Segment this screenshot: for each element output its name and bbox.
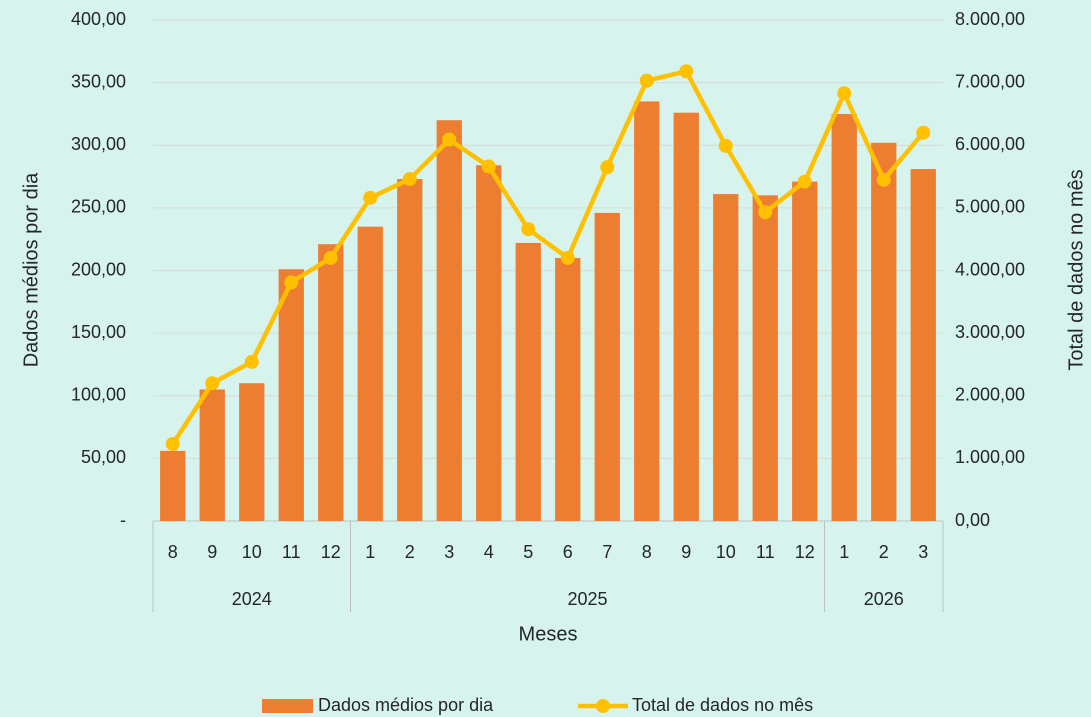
y-tick-label: 350,00 — [71, 71, 126, 91]
bar — [792, 181, 818, 521]
line-marker — [560, 250, 575, 265]
y2-tick-label: 2.000,00 — [955, 385, 1025, 405]
bar — [239, 383, 265, 521]
bar — [318, 244, 344, 521]
line-marker — [205, 376, 220, 391]
x-tick-label: 8 — [642, 542, 652, 562]
bar — [515, 242, 541, 521]
y-tick-label: - — [120, 510, 126, 530]
y2-tick-label: 5.000,00 — [955, 197, 1025, 217]
line-marker — [165, 436, 180, 451]
y-tick-label: 300,00 — [71, 134, 126, 154]
y2-tick-label: 0,00 — [955, 510, 990, 530]
line-marker — [837, 86, 852, 101]
x-axis-title: Meses — [519, 623, 578, 645]
x-tick-label: 3 — [444, 542, 454, 562]
legend-swatch — [262, 699, 313, 713]
legend-label: Total de dados no mês — [632, 695, 813, 715]
bar — [476, 165, 502, 522]
line-marker — [600, 160, 615, 175]
bar — [357, 226, 383, 521]
bar — [752, 195, 778, 521]
x-tick-label: 4 — [484, 542, 494, 562]
group-label: 2025 — [567, 589, 607, 609]
y-tick-label: 250,00 — [71, 197, 126, 217]
bar — [634, 101, 660, 521]
line-marker — [876, 172, 891, 187]
x-tick-label: 10 — [716, 542, 736, 562]
bar — [397, 179, 423, 521]
line-marker — [797, 174, 812, 189]
y-tick-label: 200,00 — [71, 259, 126, 279]
x-tick-label: 1 — [365, 542, 375, 562]
bar — [278, 269, 304, 521]
line-marker — [679, 64, 694, 79]
line-marker — [442, 132, 457, 147]
y2-tick-label: 6.000,00 — [955, 134, 1025, 154]
y2-tick-label: 8.000,00 — [955, 9, 1025, 29]
legend-swatch-marker — [596, 699, 610, 713]
y2-tick-label: 3.000,00 — [955, 322, 1025, 342]
bar — [594, 212, 620, 521]
y2-tick-label: 1.000,00 — [955, 447, 1025, 467]
line-marker — [284, 275, 299, 290]
x-tick-label: 3 — [918, 542, 928, 562]
y2-axis-title: Total de dados no mês — [1065, 169, 1087, 370]
line-marker — [402, 172, 417, 187]
line-marker — [718, 138, 733, 153]
x-tick-label: 7 — [602, 542, 612, 562]
line-marker — [363, 190, 378, 205]
bar — [199, 389, 225, 521]
line-marker — [639, 73, 654, 88]
line-marker — [323, 250, 338, 265]
x-tick-label: 2 — [879, 542, 889, 562]
x-tick-label: 11 — [756, 542, 775, 562]
y2-tick-label: 7.000,00 — [955, 71, 1025, 91]
bar — [910, 169, 936, 522]
line-marker — [521, 222, 536, 237]
y-tick-label: 400,00 — [71, 9, 126, 29]
bar — [555, 257, 581, 521]
line-marker — [916, 125, 931, 140]
y-tick-label: 100,00 — [71, 385, 126, 405]
y-tick-label: 50,00 — [81, 447, 126, 467]
bar — [436, 120, 462, 521]
x-tick-label: 5 — [523, 542, 533, 562]
bar — [871, 142, 897, 521]
bar — [160, 450, 186, 521]
group-label: 2024 — [232, 589, 272, 609]
bar — [831, 113, 857, 521]
group-label: 2026 — [864, 589, 904, 609]
x-tick-label: 9 — [207, 542, 217, 562]
x-tick-label: 6 — [563, 542, 573, 562]
x-tick-label: 12 — [321, 542, 341, 562]
x-tick-label: 8 — [168, 542, 178, 562]
y-tick-label: 150,00 — [71, 322, 126, 342]
line-marker — [758, 205, 773, 220]
y-axis-title: Dados médios por dia — [20, 172, 42, 367]
x-tick-label: 10 — [242, 542, 262, 562]
line-marker — [244, 354, 259, 369]
x-tick-label: 11 — [282, 542, 301, 562]
line-marker — [481, 159, 496, 174]
legend-label: Dados médios por dia — [318, 695, 494, 715]
x-tick-label: 12 — [795, 542, 815, 562]
x-tick-label: 2 — [405, 542, 415, 562]
x-tick-label: 1 — [839, 542, 849, 562]
bar — [673, 112, 699, 521]
bar — [713, 194, 739, 521]
y2-tick-label: 4.000,00 — [955, 259, 1025, 279]
x-tick-label: 9 — [681, 542, 691, 562]
line — [170, 69, 925, 446]
